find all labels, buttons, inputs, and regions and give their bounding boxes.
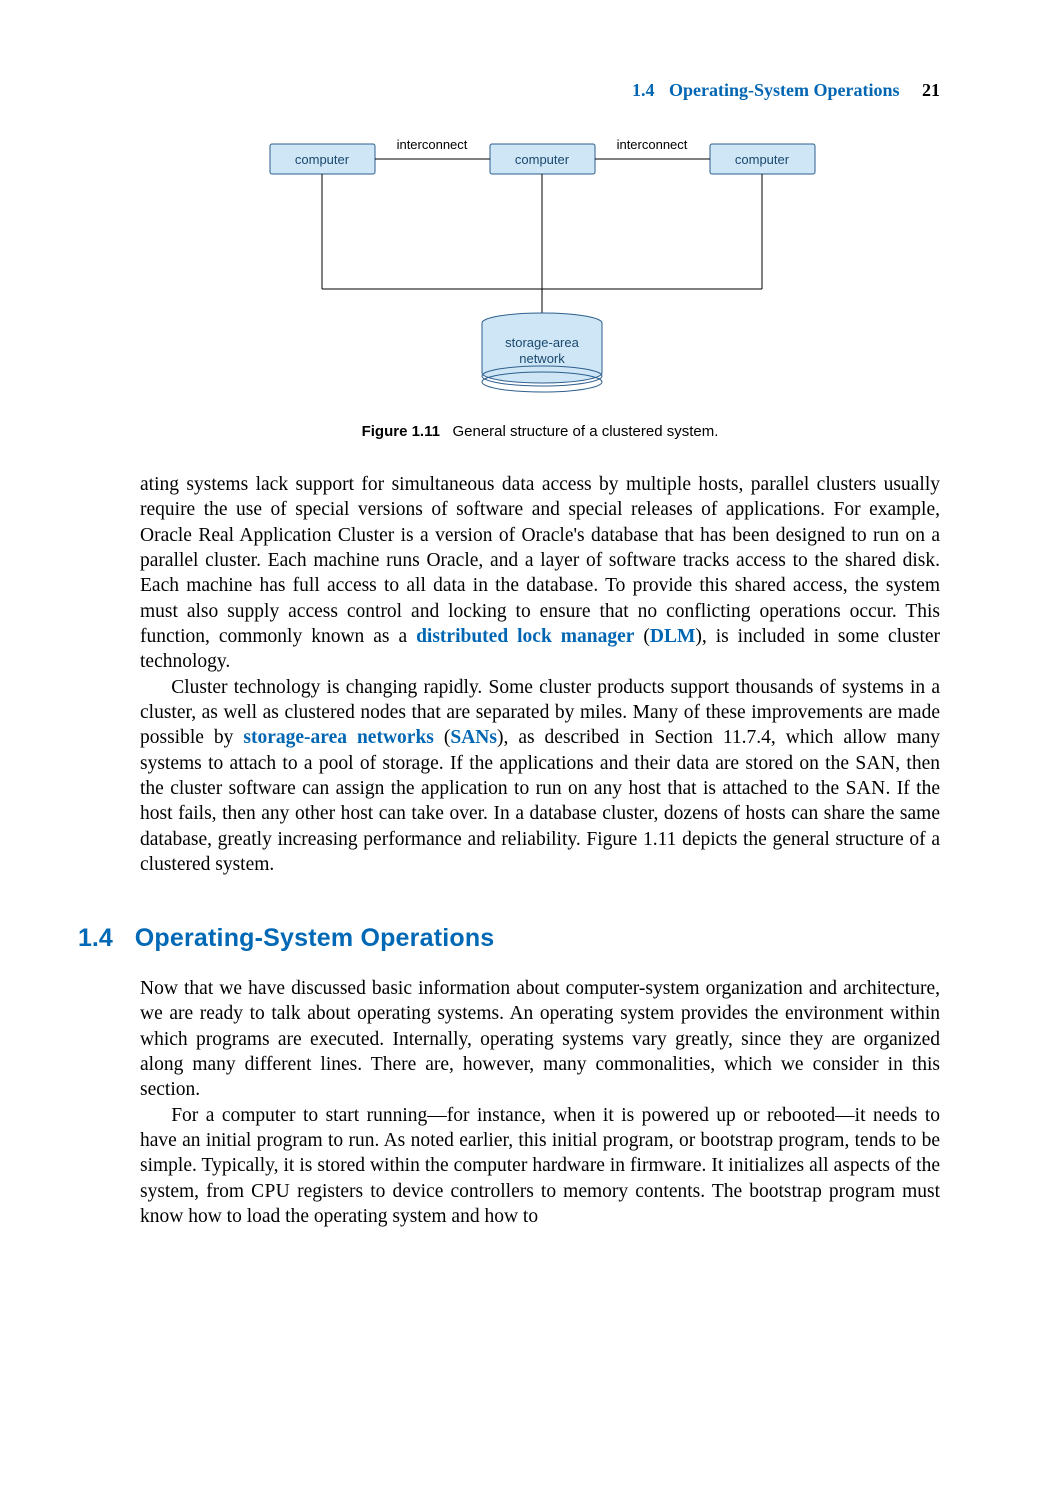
page-number: 21 bbox=[922, 80, 940, 100]
section-heading: 1.4 Operating-System Operations bbox=[78, 922, 940, 955]
figure-number: Figure 1.11 bbox=[362, 423, 440, 440]
section-number: 1.4 bbox=[78, 922, 113, 955]
storage-area-network-icon: storage-area network bbox=[482, 313, 602, 392]
body-text: ating systems lack support for simultane… bbox=[140, 472, 940, 1229]
interconnect-label-1: interconnect bbox=[397, 137, 468, 152]
section-title: Operating-System Operations bbox=[135, 922, 495, 955]
figure-clustered-system: computer computer computer interconnect … bbox=[140, 129, 940, 440]
figure-svg: computer computer computer interconnect … bbox=[250, 129, 830, 399]
running-header: 1.4 Operating-System Operations 21 bbox=[140, 80, 940, 101]
paragraph-2: Cluster technology is changing rapidly. … bbox=[140, 675, 940, 878]
link-distributed-lock-manager[interactable]: distributed lock manager bbox=[416, 626, 634, 647]
link-dlm[interactable]: DLM bbox=[650, 626, 696, 647]
figure-caption: Figure 1.11 General structure of a clust… bbox=[140, 423, 940, 440]
paragraph-4: For a computer to start running—for inst… bbox=[140, 1103, 940, 1230]
computer-label-1: computer bbox=[295, 152, 350, 167]
san-label-line1: storage-area bbox=[505, 335, 579, 350]
paragraph-1: ating systems lack support for simultane… bbox=[140, 472, 940, 675]
computer-label-3: computer bbox=[735, 152, 790, 167]
header-section-number: 1.4 bbox=[632, 80, 655, 100]
header-section-title: Operating-System Operations bbox=[669, 80, 899, 100]
paragraph-3: Now that we have discussed basic informa… bbox=[140, 976, 940, 1103]
san-label-line2: network bbox=[519, 351, 565, 366]
link-storage-area-networks[interactable]: storage-area networks bbox=[243, 727, 434, 748]
computer-label-2: computer bbox=[515, 152, 570, 167]
link-sans[interactable]: SANs bbox=[450, 727, 497, 748]
interconnect-label-2: interconnect bbox=[617, 137, 688, 152]
figure-caption-text: General structure of a clustered system. bbox=[452, 423, 718, 440]
